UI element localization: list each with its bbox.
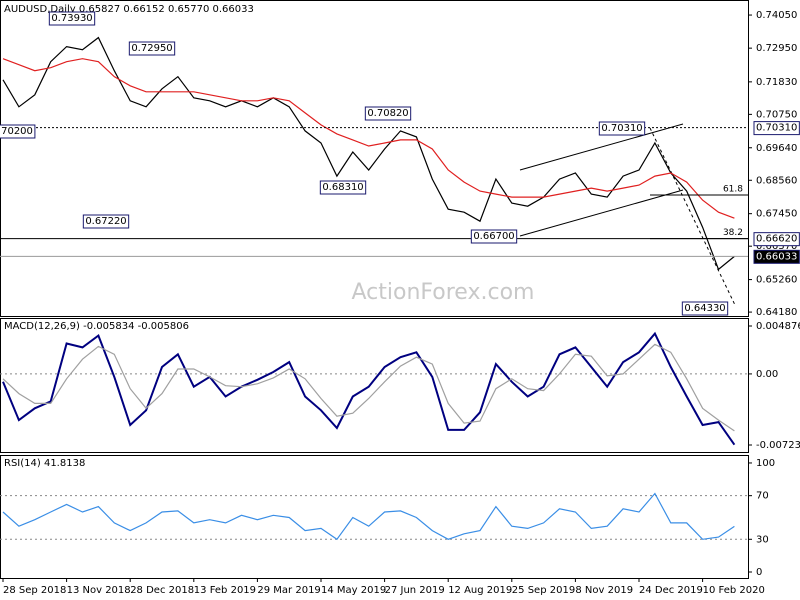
macd-title: MACD(12,26,9) -0.005834 -0.005806 xyxy=(4,321,189,332)
series-line xyxy=(2,331,736,446)
series-line xyxy=(2,343,735,432)
channel-line xyxy=(519,123,684,171)
x-tick-label: 25 Sep 2019 xyxy=(512,585,575,596)
price-annotation: 0.67220 xyxy=(85,216,126,227)
y-tick-label: 0.65260 xyxy=(756,275,797,286)
x-tick-label: 24 Dec 2019 xyxy=(639,585,703,596)
channel-line xyxy=(519,189,684,237)
y-tick-label: 0.74050 xyxy=(756,10,797,21)
y-tick-label: 0.004876 xyxy=(756,321,800,332)
label-box xyxy=(681,301,729,316)
fib-line xyxy=(649,127,736,306)
x-tick-label: 27 Jun 2019 xyxy=(385,585,445,596)
y-tick-label: 0.71830 xyxy=(756,77,797,88)
rsi-panel xyxy=(0,455,749,579)
label-box xyxy=(598,121,646,136)
y-tick-label: 0.64180 xyxy=(756,307,797,318)
level-label: 0.66033 xyxy=(756,251,797,262)
y-tick-label: 0.68560 xyxy=(756,175,797,186)
y-tick-label: -0.007232 xyxy=(756,440,800,451)
watermark: ActionForex.com xyxy=(352,280,535,305)
y-tick-label: 0.70750 xyxy=(756,109,797,120)
series-line xyxy=(2,492,735,541)
y-tick-label: 0 xyxy=(756,567,762,578)
series-line xyxy=(2,58,735,219)
y-tick-label: 70 xyxy=(756,491,769,502)
fib-label: 38.2 xyxy=(723,228,743,238)
label-box xyxy=(319,180,367,195)
series-line xyxy=(2,36,735,271)
label-box xyxy=(753,121,800,136)
y-tick-label: 0.66370 xyxy=(756,241,797,252)
chart-title: AUDUSD,Daily 0.65827 0.66152 0.65770 0.6… xyxy=(4,4,254,15)
fib-label: 61.8 xyxy=(723,185,743,195)
y-tick-label: 0.00 xyxy=(756,369,778,380)
y-tick-label: 0.67450 xyxy=(756,209,797,220)
x-tick-label: 12 Aug 2019 xyxy=(448,585,512,596)
label-box xyxy=(753,249,800,264)
x-tick-label: 29 Mar 2019 xyxy=(257,585,320,596)
price-annotation: 0.70820 xyxy=(367,108,408,119)
macd-panel xyxy=(0,318,749,453)
x-tick-label: 13 Nov 2018 xyxy=(67,585,131,596)
y-tick-label: 100 xyxy=(756,458,775,469)
label-box xyxy=(128,41,176,56)
x-tick-label: 14 May 2019 xyxy=(321,585,386,596)
x-tick-label: 28 Sep 2018 xyxy=(3,585,66,596)
y-tick-label: 30 xyxy=(756,534,769,545)
price-panel xyxy=(0,0,749,317)
rsi-title: RSI(14) 41.8138 xyxy=(4,458,85,469)
level-label: 0.70310 xyxy=(756,123,797,134)
label-box xyxy=(364,106,412,121)
label-box xyxy=(470,229,518,244)
level-label: 0.66620 xyxy=(756,234,797,245)
y-tick-label: 0.69640 xyxy=(756,143,797,154)
price-annotation: 70200 xyxy=(1,126,33,137)
price-annotation: 0.68310 xyxy=(322,182,363,193)
price-annotation: 0.72950 xyxy=(131,43,172,54)
label-box xyxy=(48,11,96,26)
price-annotation: 0.73930 xyxy=(51,13,92,24)
y-tick-label: 0.72950 xyxy=(756,43,797,54)
x-tick-label: 13 Feb 2019 xyxy=(194,585,256,596)
label-box xyxy=(0,124,36,139)
x-tick-label: 28 Dec 2018 xyxy=(130,585,194,596)
x-tick-label: 10 Feb 2020 xyxy=(703,585,765,596)
price-annotation: 0.70310 xyxy=(601,123,642,134)
label-box xyxy=(753,232,800,247)
price-annotation: 0.64330 xyxy=(684,303,725,314)
label-box xyxy=(82,214,130,229)
price-annotation: 0.66700 xyxy=(473,231,514,242)
x-tick-label: 8 Nov 2019 xyxy=(575,585,633,596)
